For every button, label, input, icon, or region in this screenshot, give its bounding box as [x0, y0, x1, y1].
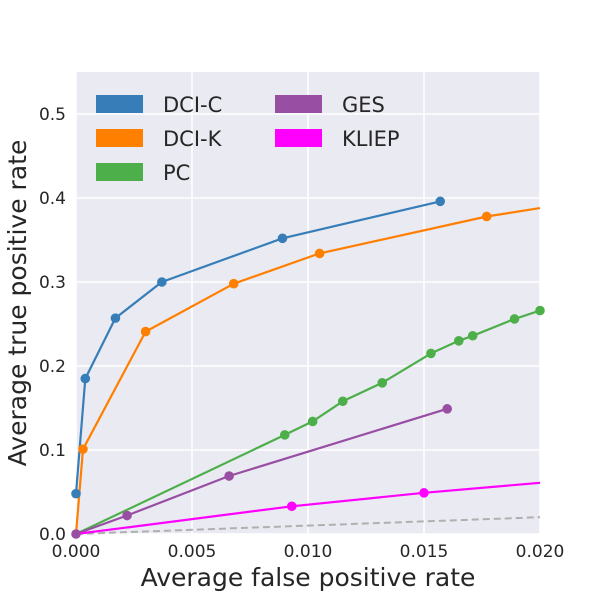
legend-label-dci-k: DCI-K [163, 127, 223, 151]
y-axis-title: Average true positive rate [3, 140, 32, 467]
data-point-ges [442, 404, 453, 414]
y-tick-label: 0.3 [39, 273, 66, 293]
data-point-pc [307, 416, 318, 427]
data-point-pc [280, 430, 290, 440]
y-tick-label: 0.5 [39, 105, 66, 125]
y-tick-label: 0.2 [39, 357, 66, 377]
data-point-ges [122, 510, 132, 521]
data-point-dci-c [71, 488, 81, 499]
legend-label-ges: GES [342, 93, 385, 117]
y-axis-ticks: 0.0 0.1 0.2 0.3 0.4 0.5 [39, 105, 66, 545]
legend-label-dci-c: DCI-C [163, 93, 222, 117]
legend-swatch-pc [96, 163, 143, 181]
legend-swatch-dci-c [96, 95, 143, 113]
series-line-ges [75, 407, 448, 536]
legend-swatch-ges [275, 95, 322, 113]
data-point-kliep [286, 501, 297, 512]
legend-swatch-kliep [275, 129, 322, 147]
x-tick-label: 0.010 [284, 542, 333, 562]
series-markers [71, 196, 545, 539]
data-point-dci-c [110, 313, 121, 323]
data-point-dci-k [314, 248, 325, 259]
x-tick-label: 0.005 [168, 542, 217, 562]
data-point-pc [467, 330, 478, 341]
legend-label-pc: PC [163, 161, 190, 185]
data-point-dci-k [481, 211, 492, 222]
series-line-dci-c [74, 200, 441, 494]
legend-swatch-dci-k [96, 129, 143, 147]
legend-label-kliep: KLIEP [342, 127, 400, 151]
data-point-dci-c [80, 373, 91, 384]
data-point-dci-k [228, 278, 239, 289]
series-line-kliep [75, 481, 541, 536]
data-point-dci-c [435, 196, 446, 207]
data-point-kliep [419, 488, 429, 498]
data-point-pc [454, 336, 464, 346]
legend: DCI-C DCI-K PC GES KLIEP [96, 93, 400, 185]
x-axis-ticks: 0.000 0.005 0.010 0.015 0.020 [52, 542, 565, 562]
data-point-pc [338, 396, 348, 407]
data-point-ges [71, 529, 81, 539]
data-point-pc [509, 314, 520, 324]
x-tick-label: 0.020 [516, 542, 565, 562]
x-tick-label: 0.015 [400, 542, 449, 562]
data-point-pc [426, 348, 436, 359]
grid-lines [75, 72, 541, 535]
data-point-ges [224, 471, 234, 481]
x-tick-label: 0.000 [52, 542, 101, 562]
data-point-dci-c [277, 233, 288, 244]
data-point-dci-k [78, 444, 88, 454]
data-point-dci-k [140, 326, 151, 337]
data-point-pc [377, 378, 388, 388]
y-tick-label: 0.1 [39, 441, 66, 461]
reference-line [75, 516, 541, 535]
reference-line-segment [75, 516, 541, 535]
series-line-pc [75, 309, 541, 535]
data-point-dci-c [157, 277, 167, 287]
y-tick-label: 0.4 [39, 189, 66, 209]
data-point-pc [535, 305, 545, 316]
x-axis-title: Average false positive rate [141, 563, 476, 592]
y-tick-label: 0.0 [39, 525, 66, 545]
